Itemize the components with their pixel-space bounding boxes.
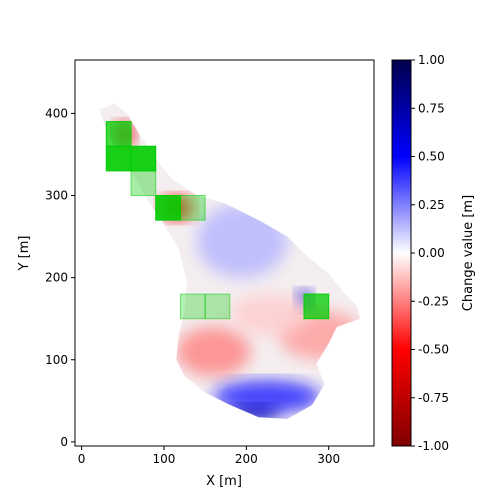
colorbar xyxy=(391,59,412,447)
colorbar-tick-label: -1.00 xyxy=(418,439,449,453)
x-axis-label: X [m] xyxy=(206,474,242,489)
y-tick-label: 300 xyxy=(45,189,68,203)
colorbar-tick-label: -0.75 xyxy=(418,391,449,405)
colorbar-tick-label: 1.00 xyxy=(418,53,445,67)
colorbar-tick-label: -0.25 xyxy=(418,294,449,308)
x-tick-label: 200 xyxy=(235,452,258,466)
plot-frame xyxy=(74,59,375,447)
highlight-box xyxy=(130,145,157,172)
y-tick-label: 200 xyxy=(45,271,68,285)
change-region xyxy=(176,326,251,377)
x-axis-ticks: 0 100 200 300 xyxy=(78,446,340,466)
highlight-box xyxy=(204,293,231,320)
highlight-box xyxy=(130,170,157,197)
y-tick-label: 100 xyxy=(45,353,68,367)
highlight-box xyxy=(179,293,206,320)
y-axis-ticks: 0 100 200 300 400 xyxy=(45,106,75,449)
change-region xyxy=(229,294,313,336)
colorbar-tick-label: 0.00 xyxy=(418,246,445,260)
change-region xyxy=(196,203,288,278)
highlight-box xyxy=(179,195,206,221)
colorbar-label: Change value [m] xyxy=(461,195,476,311)
y-tick-label: 0 xyxy=(60,435,68,449)
highlight-box xyxy=(105,145,132,172)
highlight-box xyxy=(303,293,330,320)
x-tick-label: 0 xyxy=(78,452,86,466)
colorbar-ticks: -1.00 -0.75 -0.50 -0.25 0.00 0.25 0.50 0.75 1.00 xyxy=(411,53,449,453)
highlight-boxes xyxy=(105,121,330,320)
highlight-box xyxy=(155,195,181,221)
change-region xyxy=(229,404,280,419)
highlight-box xyxy=(105,121,132,147)
plot-area xyxy=(99,103,360,419)
change-region xyxy=(213,380,321,414)
y-tick-label: 400 xyxy=(45,106,68,120)
colorbar-tick-label: 0.75 xyxy=(418,101,445,115)
colorbar-tick-label: 0.25 xyxy=(418,198,445,212)
x-tick-label: 100 xyxy=(153,452,176,466)
x-tick-label: 300 xyxy=(317,452,340,466)
y-axis-label: Y [m] xyxy=(17,236,32,272)
colorbar-tick-label: 0.50 xyxy=(418,150,445,164)
colorbar-tick-label: -0.50 xyxy=(418,343,449,357)
